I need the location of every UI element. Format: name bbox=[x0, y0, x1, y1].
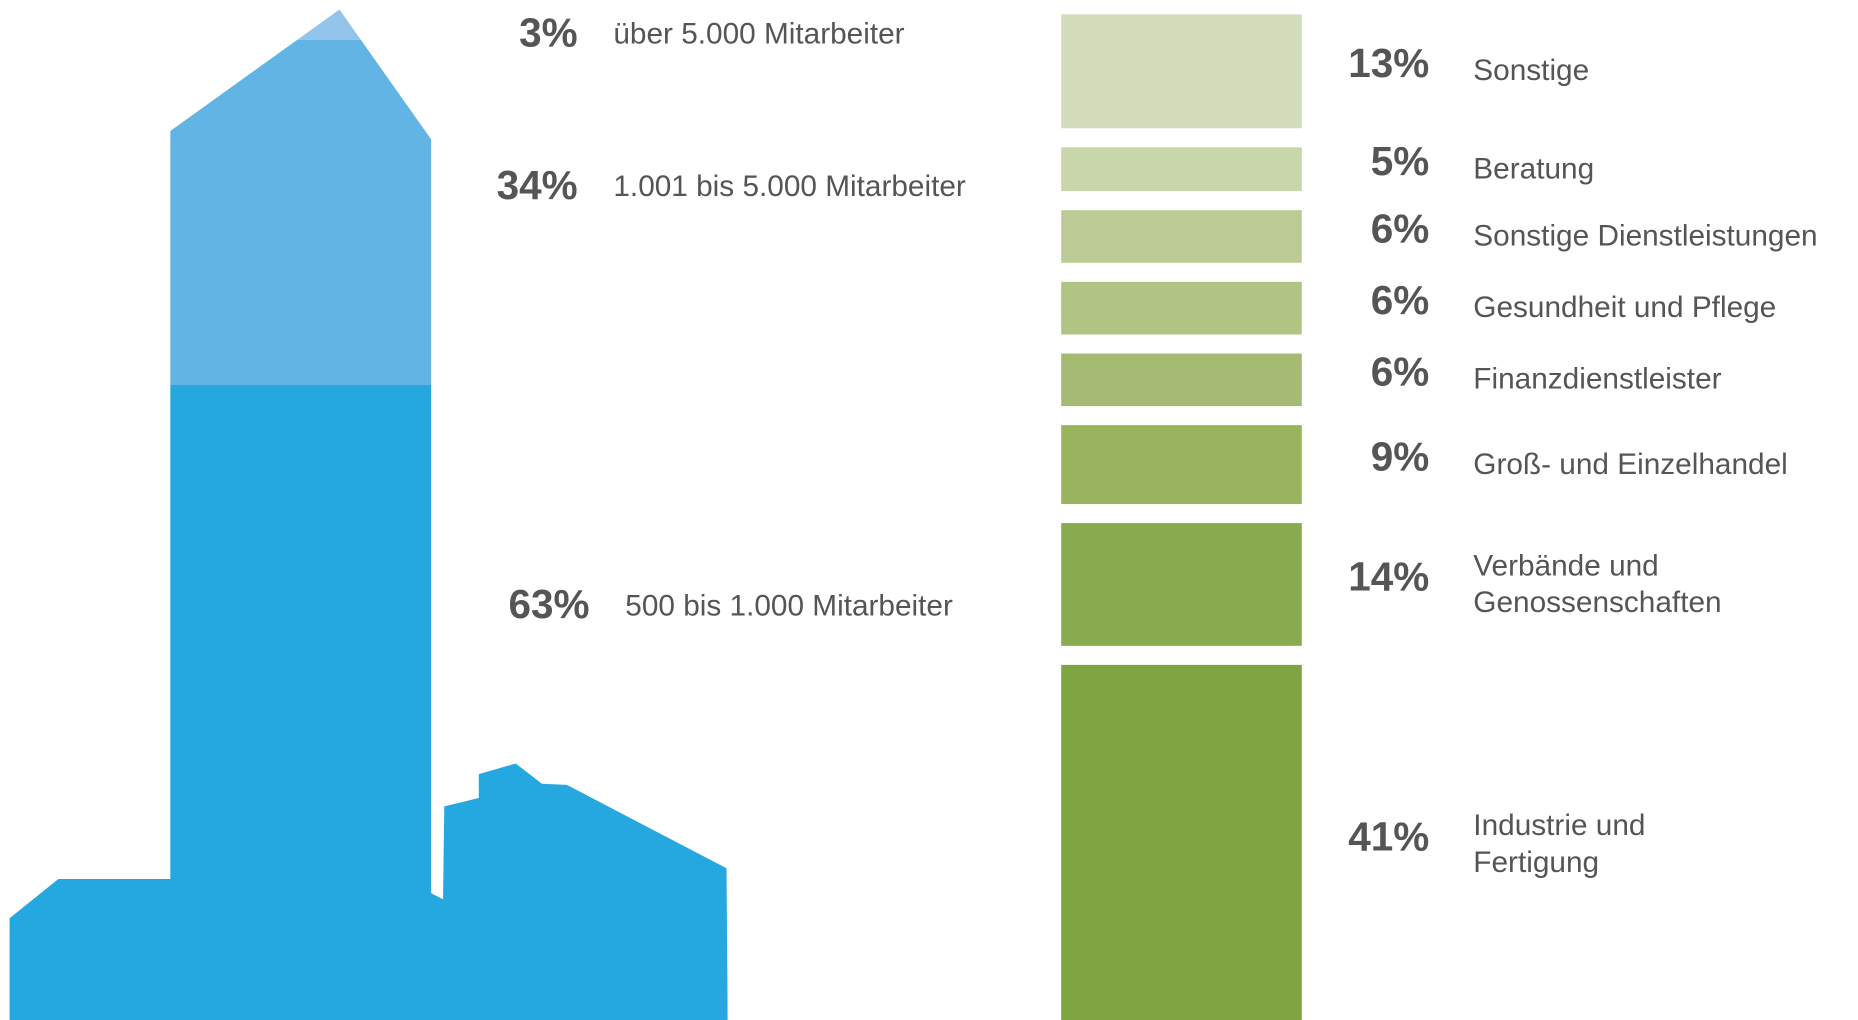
category-label: 500 bis 1.000 Mitarbeiter bbox=[625, 589, 953, 622]
category-label: Beratung bbox=[1473, 151, 1594, 188]
category-label: Gesundheit und Pflege bbox=[1473, 290, 1776, 327]
bar bbox=[1061, 425, 1302, 504]
bar bbox=[1061, 353, 1302, 406]
value-label: 34% bbox=[497, 162, 578, 208]
category-label: über 5.000 Mitarbeiter bbox=[613, 18, 904, 51]
category-label: 1.001 bis 5.000 Mitarbeiter bbox=[613, 170, 966, 203]
value-label: 13% bbox=[1348, 40, 1429, 86]
value-label: 41% bbox=[1348, 814, 1429, 860]
bar bbox=[1061, 147, 1302, 191]
page: {"chart_data": [ {"type": "building", "c… bbox=[0, 0, 1858, 1020]
bar bbox=[1061, 14, 1302, 128]
value-label: 6% bbox=[1371, 277, 1430, 323]
building bbox=[0, 10, 738, 1020]
category-label-wrap: Groß- und Einzelhandel bbox=[1473, 417, 1858, 512]
category-label: Sonstige Dienstleistungen bbox=[1473, 218, 1817, 255]
category-label: Verbände und Genossenschaften bbox=[1473, 548, 1759, 622]
value-label: 63% bbox=[509, 581, 590, 627]
category-label-wrap: Verbände und Genossenschaften bbox=[1473, 537, 1759, 632]
category-label: Finanzdienstleister bbox=[1473, 361, 1721, 398]
bar bbox=[1061, 282, 1302, 335]
category-label-box: Finanzdienstleister bbox=[1473, 332, 1858, 427]
building-segment bbox=[0, 385, 738, 1020]
category-label: Industrie und Fertigung bbox=[1473, 808, 1759, 882]
category-label-wrap: Finanzdienstleister bbox=[1473, 332, 1858, 427]
value-label: 14% bbox=[1348, 553, 1429, 599]
bar bbox=[1061, 210, 1302, 263]
value-label: 3% bbox=[519, 9, 578, 55]
category-label-wrap: Industrie und Fertigung bbox=[1473, 797, 1759, 892]
value-label: 6% bbox=[1371, 349, 1430, 395]
category-label: Sonstige bbox=[1473, 53, 1589, 90]
category-label-box: Industrie und Fertigung bbox=[1473, 797, 1759, 892]
building-segment bbox=[0, 40, 738, 385]
category-label-wrap: Sonstige bbox=[1473, 24, 1858, 119]
value-label: 6% bbox=[1371, 205, 1430, 251]
value-label: 9% bbox=[1371, 434, 1430, 480]
value-label: 5% bbox=[1371, 138, 1430, 184]
bar bbox=[1061, 665, 1302, 1020]
category-label-box: Groß- und Einzelhandel bbox=[1473, 417, 1858, 512]
category-label-box: Verbände und Genossenschaften bbox=[1473, 537, 1759, 632]
bar bbox=[1061, 523, 1302, 646]
chart: 3% über 5.000 Mitarbeiter 34% 1.001 bis 5.0… bbox=[0, 0, 1858, 1020]
category-label: Groß- und Einzelhandel bbox=[1473, 446, 1787, 483]
category-label-box: Sonstige bbox=[1473, 24, 1858, 119]
